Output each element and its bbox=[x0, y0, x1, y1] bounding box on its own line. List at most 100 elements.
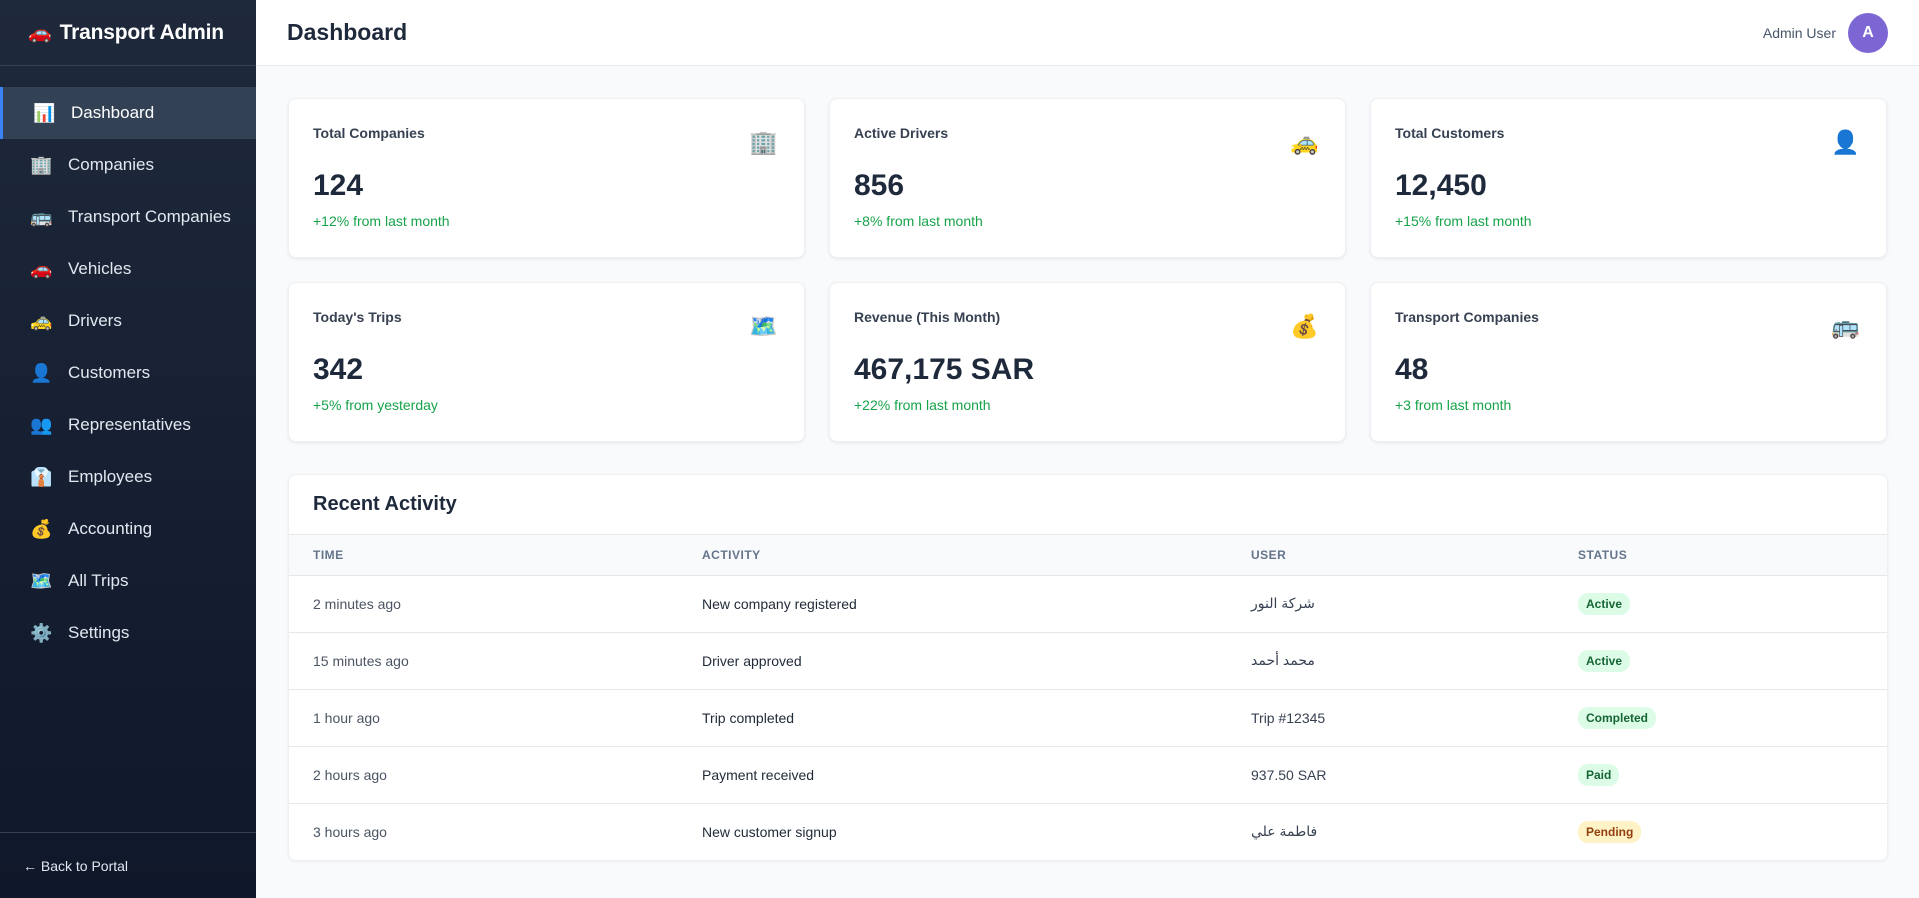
table-row[interactable]: 1 hour ago Trip completed Trip #12345 Compl… bbox=[289, 689, 1887, 746]
sidebar-item-label: Vehicles bbox=[68, 259, 132, 278]
sidebar-item-label: All Trips bbox=[68, 571, 129, 590]
cell-activity: Trip completed bbox=[702, 709, 795, 726]
employees-icon: 👔 bbox=[30, 466, 53, 487]
sidebar-item-dashboard[interactable]: 📊 Dashboard bbox=[0, 87, 256, 139]
representatives-icon: 👥 bbox=[30, 414, 53, 435]
stat-value: 12,450 bbox=[1395, 169, 1487, 202]
sidebar-footer: ← Back to Portal bbox=[0, 832, 256, 898]
status-badge: Active bbox=[1578, 649, 1631, 672]
cell-user: شركة النور bbox=[1251, 595, 1315, 611]
dashboard-icon: 📊 bbox=[33, 102, 56, 123]
vehicles-icon: 🚗 bbox=[30, 258, 53, 279]
sidebar-item-transport-companies[interactable]: 🚌 Transport Companies bbox=[0, 191, 256, 243]
sidebar-item-label: Accounting bbox=[68, 519, 153, 538]
cell-activity: New company registered bbox=[702, 595, 857, 612]
table-row[interactable]: 2 minutes ago New company registered شركة … bbox=[289, 575, 1887, 632]
cell-time: 2 hours ago bbox=[313, 766, 387, 783]
sidebar-item-customers[interactable]: 👤 Customers bbox=[0, 347, 256, 399]
companies-icon: 🏢 bbox=[30, 154, 53, 175]
sidebar-item-label: Transport Companies bbox=[68, 207, 231, 226]
column-header-user: USER bbox=[1251, 547, 1287, 562]
cell-time: 15 minutes ago bbox=[313, 652, 409, 669]
avatar[interactable]: A bbox=[1848, 12, 1888, 53]
cell-status: Completed bbox=[1554, 689, 1887, 746]
sidebar-item-companies[interactable]: 🏢 Companies bbox=[0, 139, 256, 191]
brand[interactable]: 🚗 Transport Admin bbox=[0, 0, 256, 66]
sidebar-item-employees[interactable]: 👔 Employees bbox=[0, 451, 256, 503]
cell-status: Active bbox=[1554, 632, 1887, 689]
cell-time: 1 hour ago bbox=[313, 709, 380, 726]
user-name: Admin User bbox=[1762, 24, 1836, 41]
sidebar-item-accounting[interactable]: 💰 Accounting bbox=[0, 503, 256, 555]
sidebar-item-drivers[interactable]: 🚕 Drivers bbox=[0, 295, 256, 347]
bus-icon: 🚌 bbox=[1831, 313, 1860, 339]
stat-card: Active Drivers 🚕 856 +8% from last month bbox=[829, 98, 1346, 258]
stat-label: Active Drivers bbox=[854, 125, 949, 141]
cell-status: Pending bbox=[1554, 803, 1887, 860]
stat-change: +22% from last month bbox=[854, 397, 991, 413]
stat-label: Revenue (This Month) bbox=[854, 309, 1001, 325]
stat-value: 342 bbox=[313, 353, 364, 386]
cell-activity: Driver approved bbox=[702, 652, 802, 669]
status-badge: Pending bbox=[1578, 820, 1642, 843]
all-trips-icon: 🗺️ bbox=[30, 570, 53, 591]
activity-table-body: 2 minutes ago New company registered شركة … bbox=[289, 575, 1887, 860]
stat-value: 48 bbox=[1395, 353, 1429, 386]
stat-change: +3 from last month bbox=[1395, 397, 1512, 413]
sidebar-item-vehicles[interactable]: 🚗 Vehicles bbox=[0, 243, 256, 295]
stat-card: Total Companies 🏢 124 +12% from last month bbox=[288, 98, 805, 258]
stat-card: Transport Companies 🚌 48 +3 from last month bbox=[1370, 282, 1887, 442]
status-badge: Active bbox=[1578, 592, 1631, 615]
accounting-icon: 💰 bbox=[30, 518, 53, 539]
brand-title: Transport Admin bbox=[59, 20, 224, 44]
stat-change: +8% from last month bbox=[854, 213, 983, 229]
stat-card: Total Customers 👤 12,450 +15% from last mon… bbox=[1370, 98, 1887, 258]
user-icon: 👤 bbox=[1831, 129, 1860, 155]
sidebar-nav: 📊 Dashboard 🏢 Companies 🚌 Transport Companies… bbox=[0, 87, 256, 659]
sidebar-item-label: Representatives bbox=[68, 415, 191, 434]
user-menu[interactable]: Admin User A bbox=[1762, 12, 1888, 53]
sidebar-item-label: Dashboard bbox=[71, 103, 155, 122]
sidebar-item-all-trips[interactable]: 🗺️ All Trips bbox=[0, 555, 256, 607]
sidebar-item-label: Companies bbox=[68, 155, 154, 174]
cell-user: 937.50 SAR bbox=[1251, 766, 1327, 783]
cell-user: Trip #12345 bbox=[1251, 709, 1326, 726]
building-icon: 🏢 bbox=[749, 129, 778, 155]
column-header-activity: ACTIVITY bbox=[702, 547, 761, 562]
stat-change: +15% from last month bbox=[1395, 213, 1532, 229]
stat-value: 856 bbox=[854, 169, 905, 202]
page-title: Dashboard bbox=[287, 19, 408, 45]
cell-status: Paid bbox=[1554, 746, 1887, 803]
cell-status: Active bbox=[1554, 575, 1887, 632]
car-icon: 🚗 bbox=[28, 22, 52, 44]
column-header-time: TIME bbox=[313, 547, 344, 562]
sidebar-item-label: Employees bbox=[68, 467, 153, 486]
cell-activity: Payment received bbox=[702, 766, 815, 783]
money-bag-icon: 💰 bbox=[1290, 313, 1319, 339]
sidebar-item-label: Settings bbox=[68, 623, 130, 642]
stats-grid: Total Companies 🏢 124 +12% from last month A… bbox=[288, 98, 1888, 442]
status-badge: Paid bbox=[1578, 763, 1620, 786]
stat-change: +5% from yesterday bbox=[313, 397, 438, 413]
sidebar-item-label: Drivers bbox=[68, 311, 122, 330]
sidebar-item-settings[interactable]: ⚙️ Settings bbox=[0, 607, 256, 659]
settings-icon: ⚙️ bbox=[30, 622, 53, 643]
stat-card: Today's Trips 🗺️ 342 +5% from yesterday bbox=[288, 282, 805, 442]
status-badge: Completed bbox=[1578, 706, 1657, 729]
cell-time: 2 minutes ago bbox=[313, 595, 401, 612]
stat-label: Total Customers bbox=[1395, 125, 1505, 141]
activity-table: TIME ACTIVITY USER STATUS 2 minutes ago N… bbox=[289, 535, 1887, 860]
stat-value: 467,175 SAR bbox=[854, 353, 1035, 386]
back-to-portal-link[interactable]: ← Back to Portal bbox=[23, 857, 129, 874]
column-header-status: STATUS bbox=[1578, 547, 1628, 562]
table-row[interactable]: 2 hours ago Payment received 937.50 SAR Pai… bbox=[289, 746, 1887, 803]
recent-activity-panel: Recent Activity TIME ACTIVITY USER STATU… bbox=[288, 474, 1888, 861]
map-icon: 🗺️ bbox=[749, 313, 778, 339]
sidebar-item-representatives[interactable]: 👥 Representatives bbox=[0, 399, 256, 451]
table-row[interactable]: 15 minutes ago Driver approved محمد أحمد Ac… bbox=[289, 632, 1887, 689]
taxi-icon: 🚕 bbox=[1290, 129, 1319, 155]
sidebar-item-label: Customers bbox=[68, 363, 151, 382]
table-row[interactable]: 3 hours ago New customer signup فاطمة علي P… bbox=[289, 803, 1887, 860]
cell-user: محمد أحمد bbox=[1251, 652, 1315, 668]
stat-change: +12% from last month bbox=[313, 213, 450, 229]
